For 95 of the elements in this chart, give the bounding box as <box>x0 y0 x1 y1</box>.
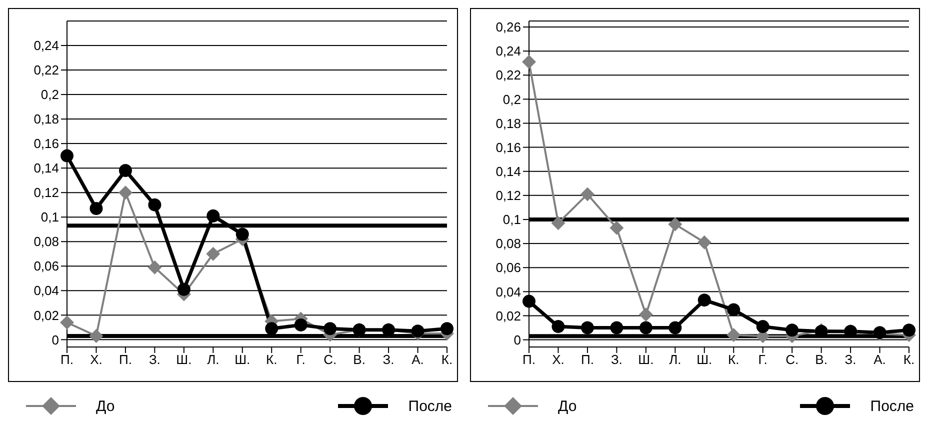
y-tick-label: 0 <box>52 332 59 348</box>
y-tick-label: 0,2 <box>40 87 59 102</box>
y-tick-label: 0,22 <box>34 62 59 78</box>
point <box>726 328 741 342</box>
y-tick-label: 0,16 <box>34 136 59 152</box>
point <box>206 246 220 261</box>
point <box>522 294 536 308</box>
y-tick-label: 0,12 <box>496 188 521 204</box>
x-tick-label: В. <box>353 352 366 368</box>
x-tick-label: К. <box>441 352 453 368</box>
x-tick-label: В. <box>815 352 828 368</box>
x-tick-label: П. <box>118 352 132 368</box>
x-tick-label: П. <box>580 352 594 368</box>
y-tick-label: 0,04 <box>34 283 59 298</box>
x-tick-label: Л. <box>669 352 682 368</box>
point <box>324 322 337 336</box>
y-tick-label: 0,12 <box>34 185 59 200</box>
y-tick-label: 0,08 <box>34 234 59 250</box>
point <box>552 320 565 334</box>
point <box>177 282 190 296</box>
y-tick-label: 0,18 <box>496 116 521 131</box>
point <box>786 324 799 337</box>
y-tick-label: 0,14 <box>496 164 521 179</box>
point <box>610 321 624 334</box>
x-tick-label: Г. <box>758 352 768 368</box>
x-tick-label: Ш. <box>176 352 192 368</box>
y-tick-label: 0,06 <box>34 258 59 274</box>
x-tick-label: Ш. <box>696 352 712 368</box>
x-tick-label: П. <box>60 352 74 368</box>
point <box>727 303 740 316</box>
x-tick-label: А. <box>874 352 886 368</box>
y-tick-label: 0 <box>514 332 521 348</box>
point <box>639 321 652 334</box>
point <box>148 260 162 274</box>
point <box>580 187 594 202</box>
y-tick-label: 0,08 <box>496 236 521 252</box>
point <box>522 54 536 69</box>
point <box>638 308 653 322</box>
x-tick-label: З. <box>382 352 394 368</box>
point <box>411 324 424 338</box>
point <box>440 322 454 336</box>
y-tick-label: 0,24 <box>34 38 59 54</box>
y-tick-label: 0,06 <box>496 260 521 276</box>
point <box>236 228 249 241</box>
x-tick-label: Ш. <box>638 352 654 368</box>
x-tick-label: Х. <box>90 352 102 368</box>
x-tick-label: С. <box>786 352 799 368</box>
point <box>668 217 682 232</box>
point <box>89 328 104 343</box>
y-tick-label: 0,1 <box>502 212 521 228</box>
point <box>294 318 308 332</box>
x-tick-label: К. <box>728 352 740 368</box>
x-tick-label: К. <box>266 352 278 368</box>
x-tick-label: З. <box>148 352 160 368</box>
y-tick-label: 0,22 <box>496 68 521 83</box>
point <box>580 321 594 334</box>
y-tick-label: 0,14 <box>34 160 59 176</box>
x-tick-label: П. <box>522 352 536 368</box>
point <box>118 164 132 178</box>
y-tick-label: 0,04 <box>496 284 521 300</box>
legend-label: После <box>870 398 914 414</box>
point <box>118 186 132 200</box>
y-tick-label: 0,02 <box>34 308 59 323</box>
point <box>610 220 624 235</box>
point <box>265 322 278 336</box>
point <box>148 198 162 212</box>
point <box>551 216 566 230</box>
point <box>60 149 74 162</box>
x-tick-label: С. <box>324 352 337 368</box>
y-tick-label: 0,2 <box>502 92 521 107</box>
y-tick-label: 0,18 <box>34 112 59 127</box>
y-tick-label: 0,24 <box>496 44 521 59</box>
x-tick-label: Х. <box>552 352 564 368</box>
point <box>698 294 711 307</box>
x-tick-label: Л. <box>207 352 220 368</box>
legend-label: До <box>96 398 115 414</box>
y-tick-label: 0,26 <box>496 20 521 35</box>
x-tick-label: А. <box>412 352 424 368</box>
legend-label: После <box>408 398 452 414</box>
x-tick-label: З. <box>844 352 856 368</box>
point <box>668 321 682 334</box>
point <box>60 315 74 330</box>
y-tick-label: 0,16 <box>496 140 521 155</box>
x-tick-label: Г. <box>296 352 306 368</box>
point <box>756 320 770 334</box>
x-tick-label: К. <box>903 352 915 368</box>
point <box>90 202 103 216</box>
point <box>697 235 712 250</box>
x-tick-label: Ш. <box>234 352 250 368</box>
point <box>206 209 220 222</box>
y-tick-label: 0,1 <box>40 210 59 225</box>
point <box>902 324 916 337</box>
legend-label: До <box>558 398 577 414</box>
y-tick-label: 0,02 <box>496 308 521 324</box>
x-tick-label: З. <box>610 352 622 368</box>
